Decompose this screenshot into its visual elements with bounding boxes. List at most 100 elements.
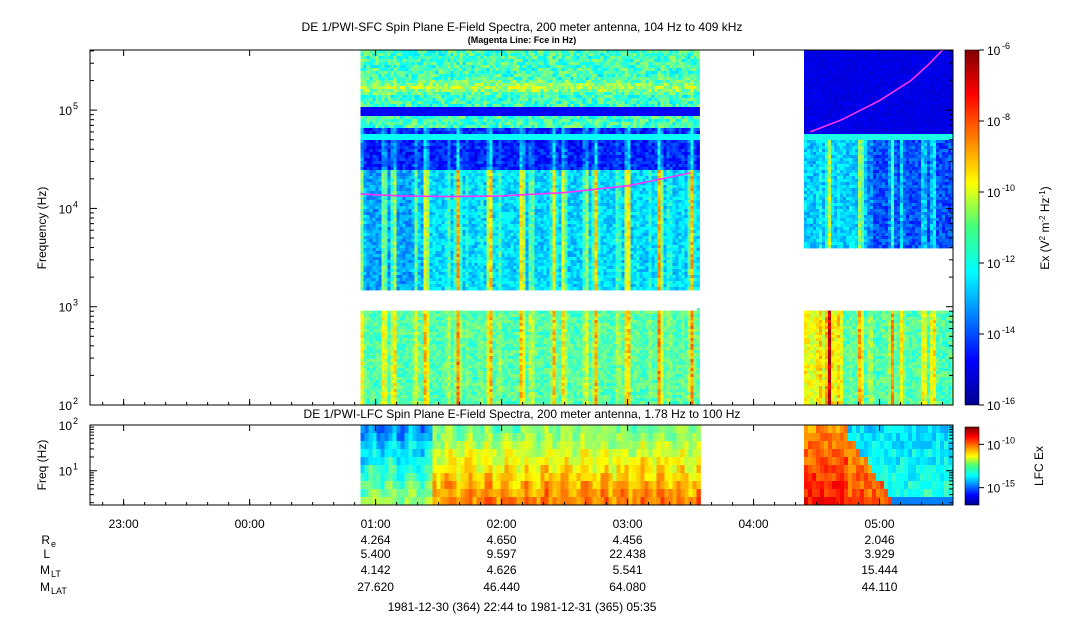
sfc-cell xyxy=(408,71,412,75)
sfc-cell xyxy=(378,230,382,234)
sfc-cell xyxy=(456,230,460,234)
sfc-cell xyxy=(465,209,469,213)
sfc-cell xyxy=(408,134,412,138)
sfc-cell xyxy=(420,170,424,174)
sfc-cell xyxy=(363,104,367,108)
sfc-cell xyxy=(447,119,451,123)
sfc-cell xyxy=(453,89,457,93)
sfc-cell xyxy=(462,383,466,387)
sfc-cell xyxy=(420,62,424,66)
sfc-cell xyxy=(423,182,427,186)
sfc-cell xyxy=(423,311,427,315)
sfc-cell xyxy=(390,284,394,288)
sfc-cell xyxy=(492,83,496,87)
sfc-cell xyxy=(390,170,394,174)
sfc-cell xyxy=(390,191,394,195)
sfc-cell xyxy=(378,191,382,195)
sfc-cell xyxy=(390,179,394,183)
sfc-cell xyxy=(399,53,403,57)
sfc-cell xyxy=(420,188,424,192)
sfc-cell xyxy=(441,59,445,63)
sfc-cell xyxy=(444,143,448,147)
sfc-cell xyxy=(429,71,433,75)
sfc-cell xyxy=(411,248,415,252)
sfc-cell xyxy=(423,341,427,345)
sfc-cell xyxy=(456,362,460,366)
sfc-cell xyxy=(486,347,490,351)
sfc-cell xyxy=(423,374,427,378)
sfc-cell xyxy=(366,122,370,126)
sfc-cell xyxy=(372,383,376,387)
sfc-cell xyxy=(384,257,388,261)
sfc-cell xyxy=(459,359,463,363)
sfc-cell xyxy=(471,386,475,390)
sfc-cell xyxy=(474,278,478,282)
sfc-cell xyxy=(444,77,448,81)
sfc-cell xyxy=(417,263,421,267)
sfc-cell xyxy=(453,125,457,129)
sfc-cell xyxy=(393,395,397,399)
sfc-cell xyxy=(408,374,412,378)
sfc-cell xyxy=(435,179,439,183)
sfc-cell xyxy=(453,197,457,201)
sfc-cell xyxy=(450,167,454,171)
sfc-cell xyxy=(453,329,457,333)
sfc-cell xyxy=(459,272,463,276)
sfc-cell xyxy=(432,167,436,171)
sfc-cell xyxy=(372,326,376,330)
sfc-cell xyxy=(378,269,382,273)
sfc-cell xyxy=(444,284,448,288)
sfc-cell xyxy=(360,329,364,333)
sfc-cell xyxy=(378,164,382,168)
sfc-cell xyxy=(426,62,430,66)
sfc-cell xyxy=(390,200,394,204)
sfc-cell xyxy=(402,374,406,378)
sfc-cell xyxy=(408,122,412,126)
sfc-cell xyxy=(477,164,481,168)
sfc-cell xyxy=(378,167,382,171)
sfc-cell xyxy=(471,80,475,84)
sfc-cell xyxy=(423,332,427,336)
sfc-cell xyxy=(426,176,430,180)
sfc-cell xyxy=(447,383,451,387)
sfc-cell xyxy=(456,179,460,183)
sfc-cell xyxy=(372,164,376,168)
sfc-cell xyxy=(438,284,442,288)
sfc-cell xyxy=(411,110,415,114)
sfc-cell xyxy=(480,311,484,315)
sfc-cell xyxy=(366,104,370,108)
sfc-cell xyxy=(447,128,451,132)
sfc-cell xyxy=(417,170,421,174)
sfc-cell xyxy=(402,389,406,393)
sfc-cell xyxy=(438,224,442,228)
sfc-cell xyxy=(426,257,430,261)
sfc-cell xyxy=(375,275,379,279)
sfc-cell xyxy=(363,317,367,321)
sfc-cell xyxy=(438,188,442,192)
sfc-cell xyxy=(438,209,442,213)
sfc-cell xyxy=(462,137,466,141)
sfc-cell xyxy=(450,341,454,345)
sfc-cell xyxy=(378,143,382,147)
sfc-cell xyxy=(456,365,460,369)
sfc-cell xyxy=(396,233,400,237)
sfc-cell xyxy=(363,275,367,279)
sfc-cell xyxy=(426,143,430,147)
sfc-cell xyxy=(405,62,409,66)
sfc-cell xyxy=(366,113,370,117)
sfc-cell xyxy=(414,65,418,69)
sfc-cell xyxy=(363,218,367,222)
sfc-cell xyxy=(381,281,385,285)
sfc-cell xyxy=(423,77,427,81)
sfc-cell xyxy=(381,200,385,204)
sfc-cell xyxy=(423,200,427,204)
sfc-cell xyxy=(438,212,442,216)
sfc-cell xyxy=(441,53,445,57)
sfc-cell xyxy=(438,59,442,63)
sfc-cell xyxy=(360,68,364,72)
sfc-cell xyxy=(468,122,472,126)
sfc-cell xyxy=(369,323,373,327)
sfc-cell xyxy=(402,356,406,360)
sfc-cell xyxy=(399,188,403,192)
sfc-cell xyxy=(474,272,478,276)
